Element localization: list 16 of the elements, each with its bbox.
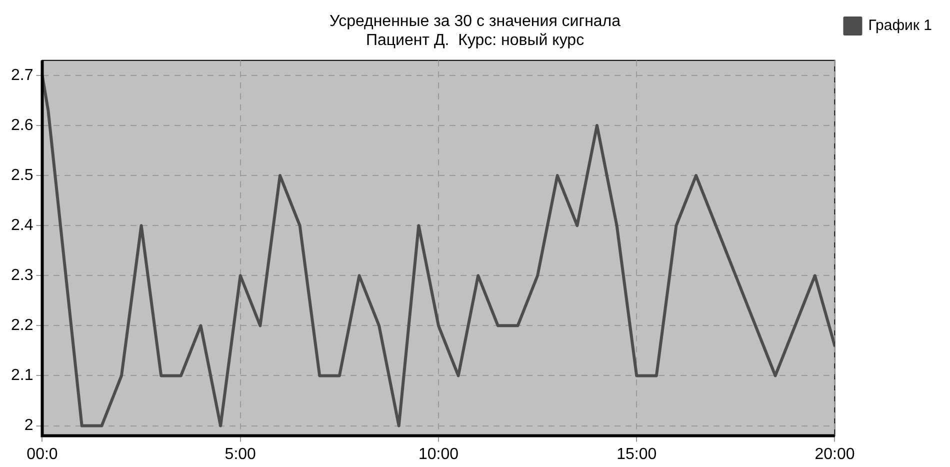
x-tick-label: 10:00 bbox=[418, 446, 459, 463]
x-tick-label: 5:00 bbox=[224, 446, 256, 463]
y-tick-label: 2.6 bbox=[10, 116, 34, 134]
y-tick-label: 2.2 bbox=[10, 317, 34, 334]
chart-subtitle: Пациент Д. Курс: новый курс bbox=[366, 32, 584, 50]
y-tick-label: 2.7 bbox=[10, 66, 34, 84]
y-tick-label: 2.4 bbox=[10, 216, 34, 234]
y-tick-label: 2.5 bbox=[10, 166, 34, 184]
y-tick-label: 2.3 bbox=[10, 267, 34, 284]
y-tick-label: 2.1 bbox=[10, 367, 34, 384]
chart-title: Усредненные за 30 с значения сигнала bbox=[329, 13, 621, 30]
x-tick-label: 15:00 bbox=[616, 446, 657, 463]
x-tick-label: 00:0 bbox=[26, 446, 58, 463]
x-tick-label: 20:00 bbox=[814, 446, 855, 463]
legend-label: График 1 bbox=[868, 17, 932, 34]
y-tick-label: 2 bbox=[24, 417, 34, 434]
